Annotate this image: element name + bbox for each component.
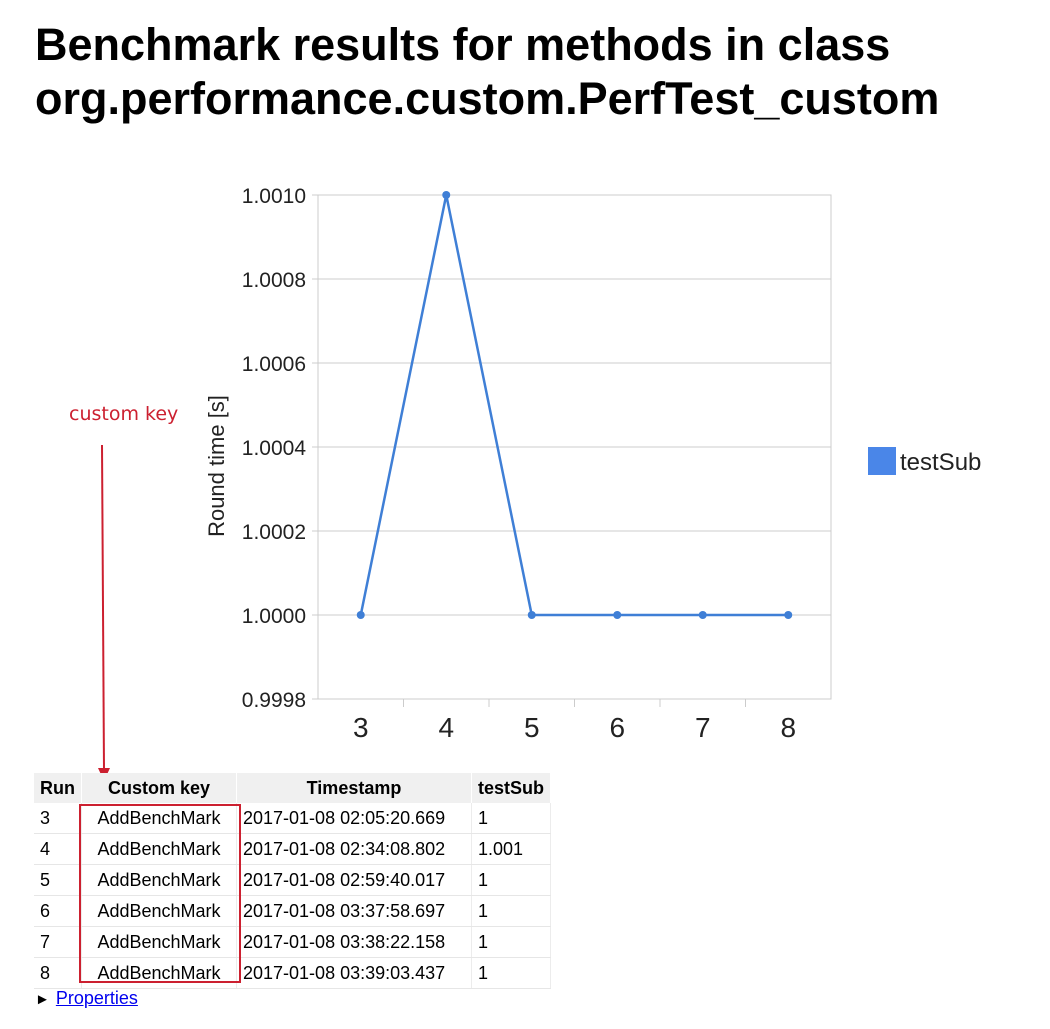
cell-custom-key: AddBenchMark <box>81 926 237 958</box>
cell-custom-key: AddBenchMark <box>81 803 237 834</box>
y-tick-label: 1.0010 <box>242 185 306 208</box>
table-row: 5 AddBenchMark 2017-01-08 02:59:40.017 1 <box>34 864 552 896</box>
data-point[interactable] <box>442 191 451 199</box>
table-row: 4 AddBenchMark 2017-01-08 02:34:08.802 1.00… <box>34 833 552 865</box>
cell-custom-key: AddBenchMark <box>81 833 237 865</box>
series-line-testSub <box>359 194 789 617</box>
data-point[interactable] <box>356 611 365 619</box>
cell-testsub: 1 <box>471 803 552 834</box>
table-row: 6 AddBenchMark 2017-01-08 03:37:58.697 1 <box>34 895 552 927</box>
cell-timestamp: 2017-01-08 02:05:20.669 <box>236 803 472 834</box>
cell-testsub: 1 <box>471 895 552 927</box>
page-title-line1: Benchmark results for methods in class <box>35 19 891 70</box>
header-custom-key[interactable]: Custom key <box>81 773 237 803</box>
y-tick-label: 0.9998 <box>242 689 306 712</box>
y-tick-label: 1.0000 <box>242 605 306 628</box>
cell-timestamp: 2017-01-08 02:34:08.802 <box>236 833 472 865</box>
x-tick-label: 4 <box>438 712 454 743</box>
table-row: 3 AddBenchMark 2017-01-08 02:05:20.669 1 <box>34 803 552 834</box>
x-tick-label: 7 <box>695 712 711 743</box>
custom-key-annotation: custom key <box>69 403 179 425</box>
cell-timestamp: 2017-01-08 02:59:40.017 <box>236 864 472 896</box>
x-tick-label: 3 <box>353 712 369 743</box>
x-tick-label: 6 <box>609 712 625 743</box>
y-tick-label: 1.0002 <box>242 521 306 544</box>
properties-toggle[interactable]: ► Properties <box>35 988 138 1009</box>
y-tick-label: 1.0008 <box>242 269 306 292</box>
data-point[interactable] <box>613 611 622 619</box>
triangle-right-icon: ► <box>35 991 50 1008</box>
cell-run: 4 <box>34 833 82 865</box>
results-table: Run Custom key Timestamp testSub 3 AddBen… <box>34 773 552 989</box>
x-tick-label: 5 <box>524 712 540 743</box>
data-point[interactable] <box>784 611 793 619</box>
table-body: 3 AddBenchMark 2017-01-08 02:05:20.669 1 4 Ad… <box>34 803 552 989</box>
series-layer <box>356 191 793 619</box>
header-timestamp[interactable]: Timestamp <box>236 773 472 803</box>
legend-swatch-testSub <box>868 447 896 475</box>
cell-timestamp: 2017-01-08 03:38:22.158 <box>236 926 472 958</box>
cell-run: 5 <box>34 864 82 896</box>
header-run[interactable]: Run <box>34 773 82 803</box>
cell-run: 7 <box>34 926 82 958</box>
cell-testsub: 1 <box>471 957 552 989</box>
cell-testsub: 1 <box>471 926 552 958</box>
cell-timestamp: 2017-01-08 03:39:03.437 <box>236 957 472 989</box>
cell-testsub: 1 <box>471 864 552 896</box>
y-tick-label: 1.0006 <box>242 353 306 376</box>
cell-run: 6 <box>34 895 82 927</box>
benchmark-line-chart: 0.9998 1.0000 1.0002 1.0004 1.0006 1.0008 1.00… <box>204 185 981 743</box>
page-title: Benchmark results for methods in class o… <box>35 18 939 126</box>
cell-run: 8 <box>34 957 82 989</box>
y-tick-label: 1.0004 <box>242 437 307 460</box>
table-row: 8 AddBenchMark 2017-01-08 03:39:03.437 1 <box>34 957 552 989</box>
x-tick-label: 8 <box>780 712 796 743</box>
data-point[interactable] <box>527 611 536 619</box>
cell-testsub: 1.001 <box>471 833 552 865</box>
y-tick-labels: 0.9998 1.0000 1.0002 1.0004 1.0006 1.0008 1.00… <box>242 185 307 712</box>
chart-grid <box>312 194 832 707</box>
cell-timestamp: 2017-01-08 03:37:58.697 <box>236 895 472 927</box>
cell-custom-key: AddBenchMark <box>81 864 237 896</box>
x-tick-labels: 3 4 5 6 7 8 <box>353 712 796 743</box>
header-testsub[interactable]: testSub <box>471 773 552 803</box>
legend-label-testSub: testSub <box>900 449 981 476</box>
cell-custom-key: AddBenchMark <box>81 957 237 989</box>
cell-custom-key: AddBenchMark <box>81 895 237 927</box>
table-header-row: Run Custom key Timestamp testSub <box>34 773 552 803</box>
data-point[interactable] <box>698 611 707 619</box>
properties-link[interactable]: Properties <box>55 988 138 1008</box>
legend: testSub <box>868 447 981 476</box>
y-axis-label: Round time [s] <box>204 395 229 537</box>
table-row: 7 AddBenchMark 2017-01-08 03:38:22.158 1 <box>34 926 552 958</box>
page-title-line2: org.performance.custom.PerfTest_custom <box>35 73 940 124</box>
cell-run: 3 <box>34 803 82 834</box>
